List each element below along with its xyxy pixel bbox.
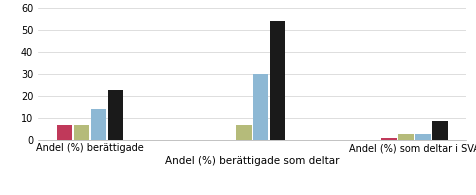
Bar [236,125,252,140]
Bar [74,125,89,140]
Bar [91,109,106,140]
Bar [270,21,285,140]
Bar [57,125,72,140]
Bar [415,134,431,140]
Bar [398,134,414,140]
Bar [253,74,268,140]
Bar [381,138,397,140]
Bar [108,90,123,140]
X-axis label: Andel (%) berättigade som deltar: Andel (%) berättigade som deltar [165,156,339,166]
Bar [432,121,447,140]
